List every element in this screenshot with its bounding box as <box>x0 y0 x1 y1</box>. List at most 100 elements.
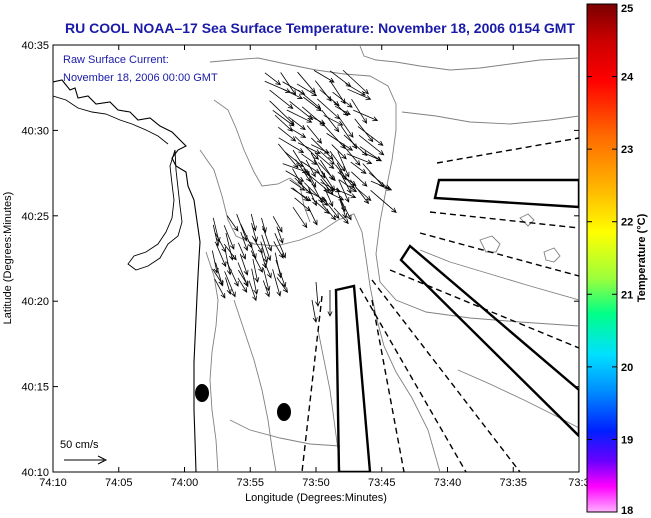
current-arrow <box>306 125 323 144</box>
current-arrow <box>226 215 239 232</box>
x-axis-ticks: 74:10 74:05 74:00 73:55 73:50 73:45 73:40 73:35… <box>39 45 590 489</box>
current-arrow <box>323 115 344 126</box>
colorbar-ticks: 25 24 23 22 21 20 19 18 <box>587 3 634 517</box>
y-tick-label: 40:30 <box>21 125 49 137</box>
current-arrow <box>338 179 350 203</box>
current-arrow <box>338 196 352 221</box>
colorbar-tick-label: 20 <box>621 362 633 374</box>
plot-frame <box>52 44 580 473</box>
station-marker <box>195 384 209 402</box>
current-arrow <box>239 253 249 276</box>
current-arrow <box>224 271 236 298</box>
current-arrow <box>319 89 340 107</box>
current-arrow <box>337 151 350 178</box>
current-arrow <box>357 126 384 146</box>
current-arrow <box>338 116 354 138</box>
current-arrow <box>329 150 346 172</box>
current-arrow <box>350 161 367 174</box>
current-arrow <box>296 83 318 97</box>
y-tick-label: 40:20 <box>21 296 49 308</box>
surface-current-vectors <box>211 69 397 323</box>
map-title: RU COOL NOAA–17 Sea Surface Temperature:… <box>65 20 575 36</box>
current-arrow <box>292 206 308 229</box>
current-arrow <box>237 242 246 260</box>
current-arrow <box>225 232 234 261</box>
current-arrow <box>326 133 354 151</box>
current-arrow <box>311 144 330 154</box>
colorbar-tick-label: 18 <box>621 505 633 517</box>
current-arrow <box>285 170 305 182</box>
scale-arrowhead <box>97 455 108 465</box>
current-arrow <box>238 269 249 287</box>
x-axis-label: Longitude (Degrees:Minutes) <box>245 492 387 504</box>
colorbar-tick-label: 22 <box>621 217 633 229</box>
y-tick-label: 40:10 <box>21 467 49 479</box>
temperature-colorbar <box>586 3 618 513</box>
y-tick-label: 40:25 <box>21 211 49 223</box>
current-arrow <box>237 277 248 293</box>
current-arrow <box>278 137 305 153</box>
current-arrow <box>276 226 284 244</box>
current-arrow <box>272 269 282 297</box>
current-arrow <box>358 134 385 156</box>
current-arrow <box>260 251 268 269</box>
current-arrow <box>250 250 263 273</box>
current-arrow <box>226 261 239 287</box>
current-arrow <box>317 98 341 120</box>
x-tick-label: 74:05 <box>105 477 133 489</box>
current-arrow <box>370 180 393 191</box>
current-arrow <box>315 281 321 307</box>
current-arrow <box>327 290 333 317</box>
current-arrow <box>323 187 334 208</box>
current-arrow <box>264 262 272 279</box>
current-arrow <box>351 171 368 187</box>
current-arrow <box>309 178 323 204</box>
current-arrow <box>278 126 297 142</box>
current-arrow <box>286 109 313 123</box>
current-arrow <box>345 83 366 96</box>
x-tick-label: 74:10 <box>39 477 67 489</box>
current-arrow <box>264 72 282 86</box>
current-arrow <box>261 217 267 234</box>
current-arrow <box>215 232 227 253</box>
coastline <box>53 79 201 472</box>
current-arrow <box>240 231 249 252</box>
y-tick-label: 40:35 <box>21 40 49 52</box>
current-arrow <box>332 91 353 108</box>
current-arrow <box>223 243 237 261</box>
current-annotation-line2: November 18, 2006 00:00 GMT <box>63 72 218 84</box>
colorbar-tick-label: 25 <box>621 3 633 15</box>
current-arrow <box>314 151 335 170</box>
current-arrow <box>262 225 273 252</box>
current-arrow <box>215 243 227 268</box>
current-arrow <box>347 88 372 100</box>
x-tick-label: 73:3 <box>568 477 589 489</box>
current-arrow <box>290 128 307 138</box>
current-arrow <box>288 116 306 131</box>
current-arrow <box>335 189 357 199</box>
current-arrow <box>214 278 226 299</box>
current-arrow <box>269 89 294 110</box>
x-tick-label: 73:35 <box>499 477 527 489</box>
current-arrow <box>331 144 347 160</box>
current-arrow <box>321 196 340 219</box>
current-arrow <box>307 206 318 226</box>
current-arrow <box>248 280 257 302</box>
current-arrow <box>334 105 351 115</box>
current-arrow <box>321 171 335 192</box>
current-arrow <box>251 235 263 254</box>
current-arrow <box>321 204 337 221</box>
x-tick-label: 73:45 <box>368 477 396 489</box>
scale-label: 50 cm/s <box>60 439 99 451</box>
current-arrow <box>310 152 326 179</box>
current-arrow <box>295 159 311 183</box>
x-tick-label: 73:50 <box>302 477 330 489</box>
current-arrow <box>354 118 374 143</box>
current-arrow <box>292 149 310 177</box>
current-arrow <box>319 150 335 165</box>
current-annotation-line1: Raw Surface Current: <box>63 54 169 66</box>
bathymetry-contours <box>199 45 579 472</box>
current-arrow <box>370 190 397 213</box>
current-arrow <box>301 153 318 165</box>
